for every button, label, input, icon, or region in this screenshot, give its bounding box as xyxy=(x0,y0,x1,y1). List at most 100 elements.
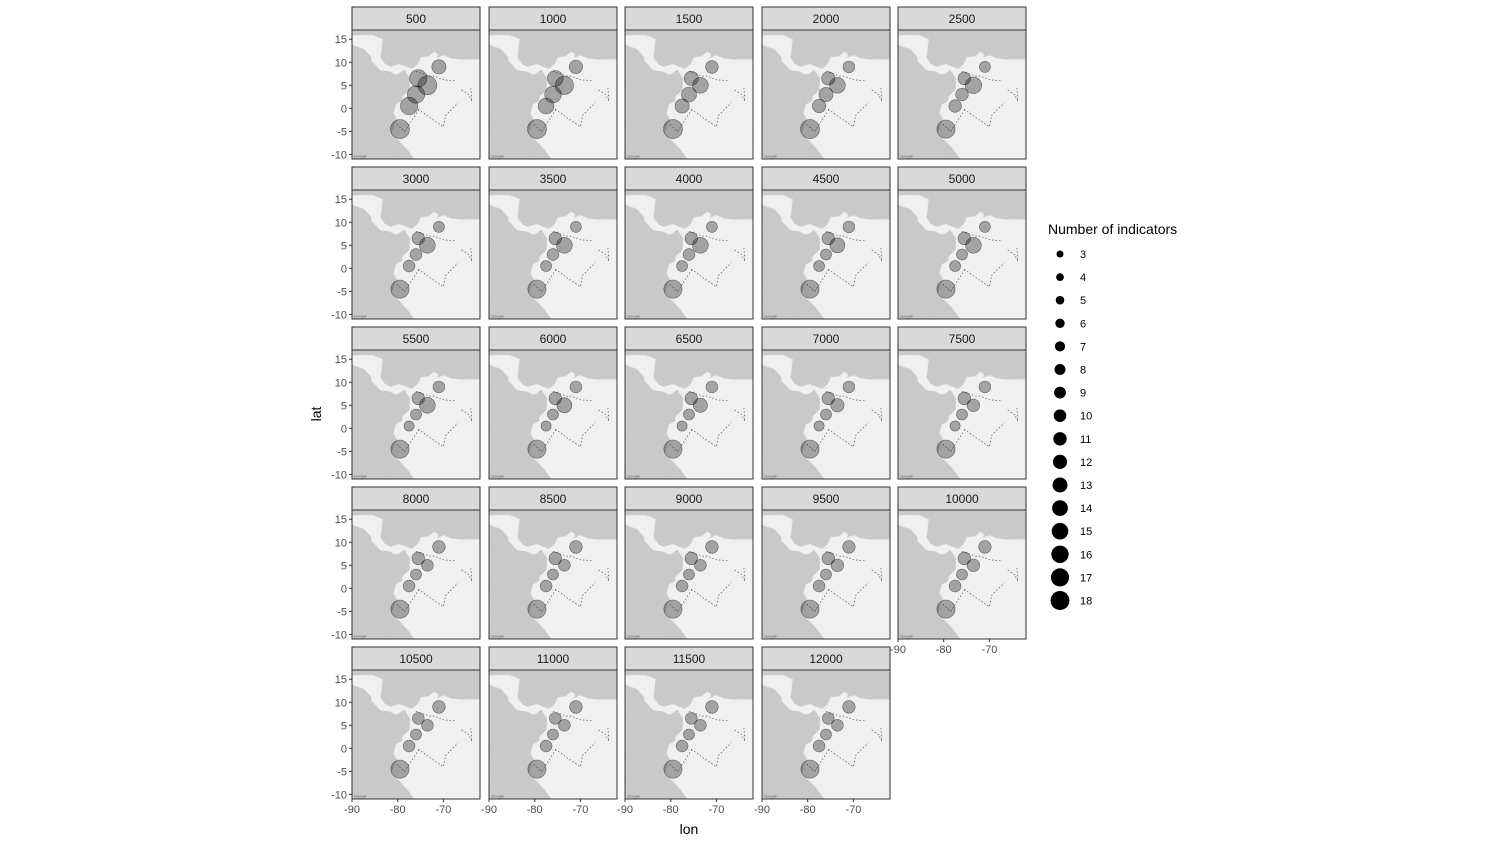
basemap xyxy=(762,190,890,319)
legend-label: 3 xyxy=(1080,249,1086,261)
data-point xyxy=(979,61,991,73)
data-point xyxy=(390,439,410,459)
facet-panels: 500Google1000Google1500Google2000Google2… xyxy=(351,6,1027,800)
data-point xyxy=(705,60,719,74)
y-tick-label: 10 xyxy=(335,697,347,709)
data-point xyxy=(693,397,708,413)
basemap xyxy=(489,350,617,479)
panel-border xyxy=(897,509,1027,640)
panel-border xyxy=(351,189,481,320)
data-point xyxy=(412,712,425,725)
facet-label: 9000 xyxy=(676,492,703,506)
x-tick-label: -70 xyxy=(981,644,997,656)
panel-border xyxy=(488,509,618,640)
y-tick-label: 0 xyxy=(341,263,347,275)
data-point xyxy=(402,739,416,753)
map-attribution: Google xyxy=(354,474,368,479)
panel-border xyxy=(624,669,754,800)
data-point xyxy=(433,221,445,233)
basemap xyxy=(352,350,480,479)
data-point xyxy=(813,260,825,272)
panel-border xyxy=(897,349,1027,480)
map-attribution: Google xyxy=(627,154,641,159)
data-point xyxy=(663,119,683,139)
facet-label: 500 xyxy=(406,12,426,26)
facet-panel: 4500 Google xyxy=(761,166,891,320)
facet-panel: 1500 Google xyxy=(624,6,754,160)
map-attribution: Google xyxy=(900,314,914,319)
facet-label: 5000 xyxy=(949,172,976,186)
panel-border xyxy=(761,669,891,800)
data-point xyxy=(965,237,982,254)
legend-label: 18 xyxy=(1080,596,1092,608)
legend-key xyxy=(1050,591,1070,610)
legend-label: 14 xyxy=(1080,503,1092,515)
facet-panel: 10000 Google xyxy=(897,486,1027,640)
legend-label: 9 xyxy=(1080,388,1086,400)
basemap xyxy=(352,30,480,159)
data-point xyxy=(558,719,571,732)
data-point xyxy=(964,76,983,94)
y-tick-label: 15 xyxy=(335,194,347,206)
x-tick-label: -90 xyxy=(754,804,770,816)
map-attribution: Google xyxy=(354,154,368,159)
facet-label: 6500 xyxy=(676,332,703,346)
y-tick-label: 5 xyxy=(341,80,347,92)
data-point xyxy=(548,551,562,566)
y-tick-label: 5 xyxy=(341,240,347,252)
size-legend: Number of indicators 3 4 5 6 7 8 9 10 11 12 13 14 15… xyxy=(1048,221,1177,610)
data-point xyxy=(692,237,709,254)
legend-key xyxy=(1050,568,1070,587)
data-point xyxy=(675,579,689,593)
legend-key xyxy=(1054,386,1066,399)
data-point xyxy=(820,248,832,261)
data-point xyxy=(966,398,981,412)
data-point xyxy=(705,380,719,394)
legend-key xyxy=(1052,454,1068,469)
y-tick-label: -10 xyxy=(331,309,347,321)
data-point xyxy=(813,420,825,432)
legend-label: 4 xyxy=(1080,272,1086,284)
panel-border xyxy=(761,189,891,320)
legend-key xyxy=(1053,409,1067,423)
map-attribution: Google xyxy=(491,314,505,319)
basemap xyxy=(898,510,1026,639)
panel-border xyxy=(351,509,481,640)
facet-label: 7500 xyxy=(949,332,976,346)
axes: 15 10 5 0 -5 -10 15 10 5 0 -5 -10 15 10 5 0 -5 -10 15 10 5 0 -… xyxy=(331,34,997,816)
data-point xyxy=(821,71,836,86)
y-tick-label: -5 xyxy=(337,766,347,778)
data-point xyxy=(956,568,968,581)
panel-border xyxy=(761,349,891,480)
data-point xyxy=(818,87,834,102)
data-point xyxy=(569,700,583,714)
facet-panel: 8500 Google xyxy=(488,486,618,640)
facet-label: 3500 xyxy=(540,172,567,186)
data-point xyxy=(558,559,571,572)
facet-label: 11000 xyxy=(537,652,570,666)
data-point xyxy=(842,60,856,74)
data-point xyxy=(822,712,835,725)
data-point xyxy=(539,579,553,593)
data-point xyxy=(432,700,446,714)
facet-panel: 10500 Google xyxy=(351,646,481,800)
data-point xyxy=(410,728,422,741)
data-point xyxy=(569,380,583,394)
facet-panel: 6000 Google xyxy=(488,326,618,480)
data-point xyxy=(685,712,698,725)
facet-panel: 11000 Google xyxy=(488,646,618,800)
data-point xyxy=(683,568,695,581)
data-point xyxy=(842,220,856,234)
y-tick-label: -5 xyxy=(337,126,347,138)
basemap xyxy=(898,350,1026,479)
data-point xyxy=(556,237,573,254)
legend-label: 8 xyxy=(1080,365,1086,377)
data-point xyxy=(820,408,832,421)
y-tick-label: 10 xyxy=(335,57,347,69)
data-point xyxy=(400,97,419,116)
map-attribution: Google xyxy=(764,794,778,799)
basemap xyxy=(898,30,1026,159)
panel-border xyxy=(351,349,481,480)
legend-label: 7 xyxy=(1080,341,1086,353)
facet-panel: 5000 Google xyxy=(897,166,1027,320)
